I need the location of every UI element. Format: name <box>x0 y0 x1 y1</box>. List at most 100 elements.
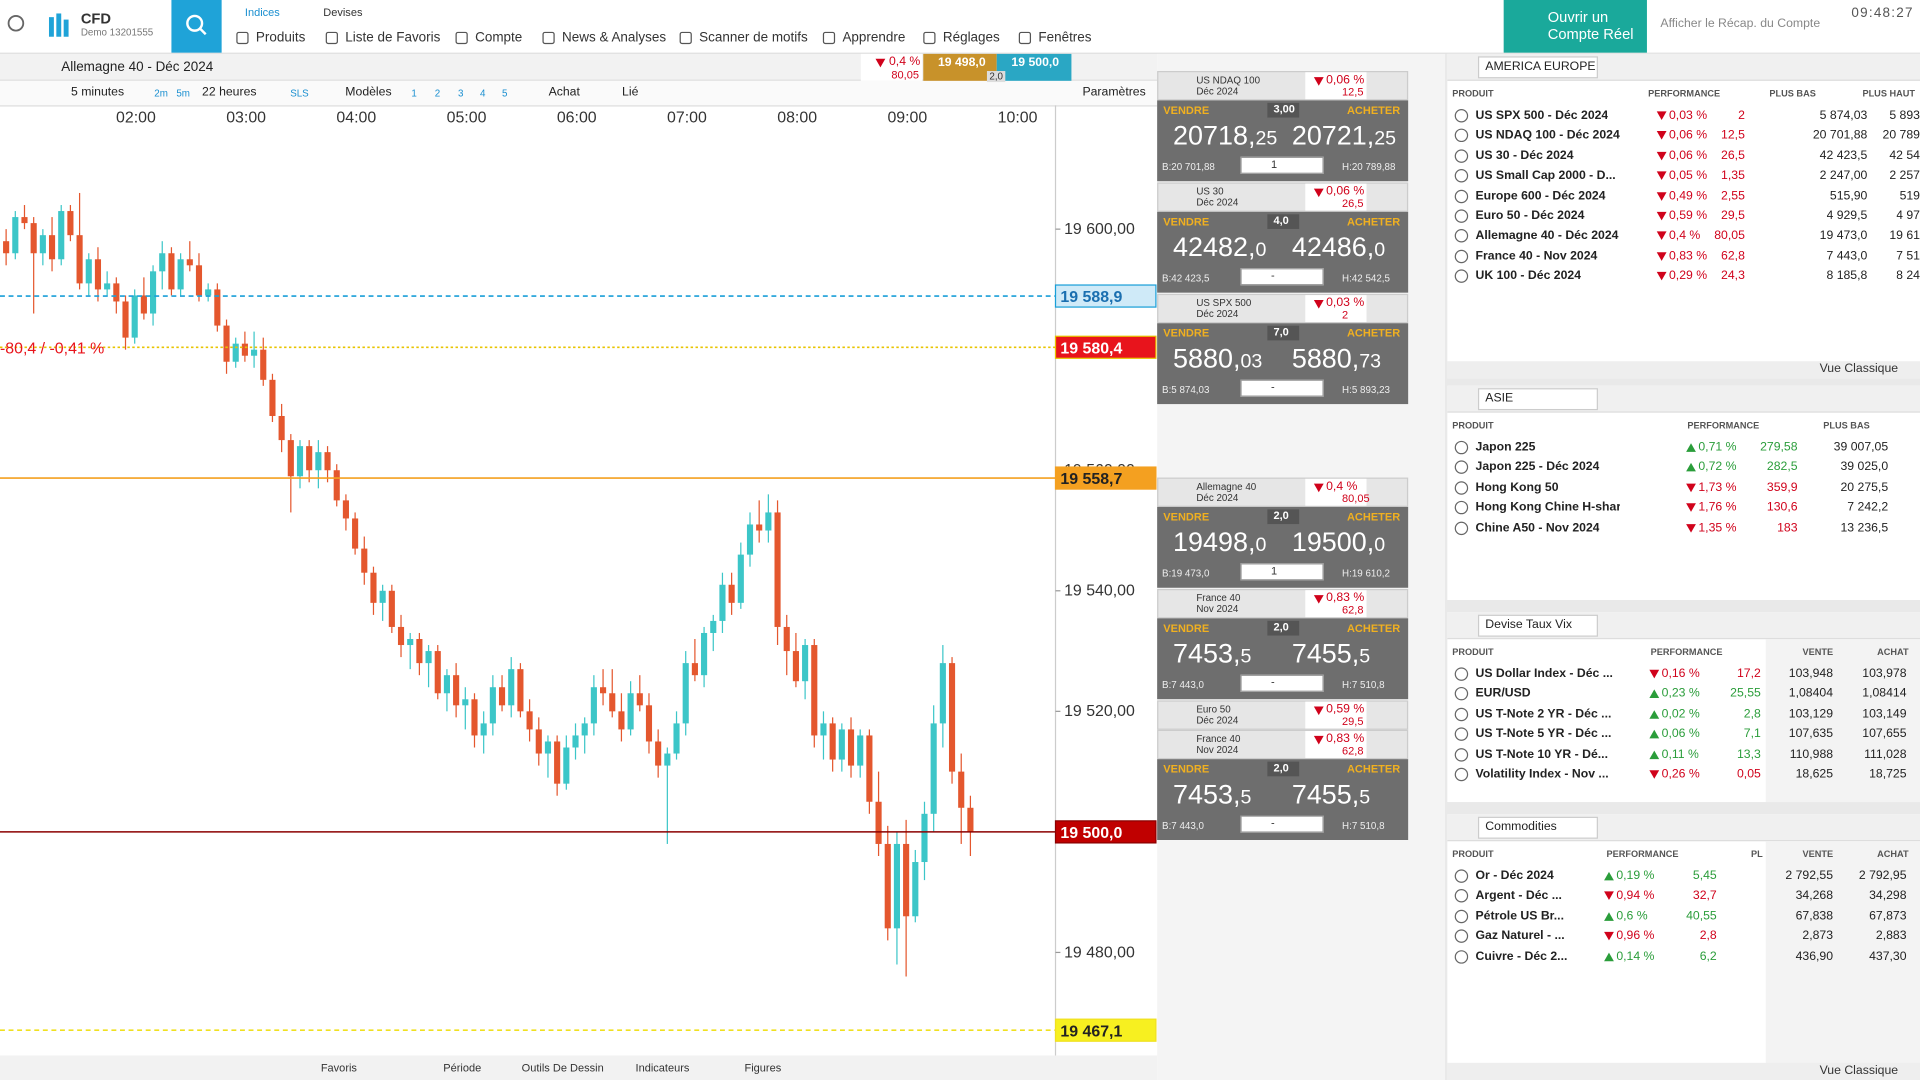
candle-body <box>912 862 919 917</box>
pct: 0,4 % <box>888 55 921 69</box>
y-tick-label: 19 600,00 <box>1064 221 1135 238</box>
menu-item[interactable]: Réglages <box>942 30 1000 46</box>
tile-spread-box <box>1267 325 1300 341</box>
watchlist-title-box <box>1477 614 1598 637</box>
candle-body <box>48 235 56 260</box>
cell: 39 025,0 <box>1840 460 1889 475</box>
candle-body <box>480 723 487 736</box>
bottom-button[interactable]: Outils De Dessin <box>521 1061 604 1074</box>
candle-body <box>967 807 974 832</box>
column-header: PERFORMANCE <box>1650 646 1723 658</box>
direction-arrow <box>1656 231 1667 241</box>
tab[interactable]: Devises <box>323 6 363 19</box>
product-name: Hong Kong Chine H-shares ... <box>1475 501 1620 515</box>
x-tick-label: 02:00 <box>116 109 156 126</box>
bottom-button[interactable]: Figures <box>744 1061 782 1074</box>
view-toggle[interactable]: Vue Classique <box>1819 362 1899 376</box>
tile-buy-price: 7455,5 <box>1291 637 1371 669</box>
tile-name: US 30 <box>1196 186 1224 198</box>
layout-number: 5 <box>502 88 508 100</box>
layout-number: 1 <box>411 88 417 100</box>
watchlist-footer <box>1447 361 1920 379</box>
tile-change: 62,8 <box>1342 603 1364 616</box>
candle-body <box>691 663 698 676</box>
arrow <box>1313 188 1324 198</box>
cell: 8 185,8 <box>1826 269 1868 284</box>
candle-body <box>278 415 285 441</box>
info-icon <box>1454 889 1469 903</box>
candle-body <box>113 283 120 302</box>
tile-low: B:7 443,0 <box>1162 820 1204 832</box>
cell: 103,978 <box>1862 667 1907 681</box>
candle-body <box>939 663 946 724</box>
buy-label: ACHETER <box>1346 104 1401 117</box>
candle-body <box>838 729 845 760</box>
cell: 0,59 % <box>1668 209 1708 223</box>
cell: 0,4 % <box>1668 229 1701 243</box>
product-name: Argent - Déc ... <box>1475 889 1562 903</box>
cell: 110,988 <box>1789 747 1834 762</box>
tile-name: Déc 2024 <box>1196 197 1239 209</box>
watchlist-title: Commodities <box>1485 820 1557 834</box>
tile-buy-price: 19500,0 <box>1291 526 1386 558</box>
direction-arrow <box>1649 689 1660 699</box>
product-name: US Dollar Index - Déc ... <box>1475 667 1613 681</box>
cta-text: Ouvrir un <box>1547 8 1609 26</box>
watchlist-title-box <box>1477 388 1598 411</box>
candle-body <box>600 687 607 694</box>
cell: 2 247,00 <box>1819 169 1868 183</box>
bottom-button[interactable]: Favoris <box>320 1061 357 1074</box>
info-icon <box>1454 149 1469 163</box>
menu-icon <box>236 31 249 45</box>
candle-body <box>122 301 129 338</box>
menu-item[interactable]: Apprendre <box>842 30 906 46</box>
candle-body <box>416 639 423 664</box>
bottom-button[interactable]: Période <box>443 1061 482 1074</box>
cell: 1,76 % <box>1698 501 1737 515</box>
menu-item[interactable]: Fenêtres <box>1038 30 1092 46</box>
menu-item[interactable]: Produits <box>255 30 306 46</box>
cell: 5 893 <box>1889 108 1920 123</box>
tab[interactable]: Indices <box>244 6 280 19</box>
menu-item[interactable]: News & Analyses <box>562 30 667 46</box>
product-name: US 30 - Déc 2024 <box>1475 149 1574 163</box>
qty: - <box>1271 816 1275 829</box>
candle-body <box>370 572 377 603</box>
cell: 0,02 % <box>1661 707 1700 721</box>
cell: 13 236,5 <box>1840 521 1889 535</box>
annotation: -80,4 / -0,41 % <box>0 340 104 357</box>
candle-body <box>866 735 873 802</box>
summary-link[interactable]: Afficher le Récap. du Compte <box>1660 17 1821 31</box>
watchlist-title-box <box>1477 56 1598 79</box>
chart-toolbar-2 <box>0 80 1158 107</box>
column-header: PLUS HAUT <box>1862 88 1916 100</box>
cell: 0,83 % <box>1668 249 1708 264</box>
buy-label: ACHETER <box>1346 622 1401 635</box>
menu-item[interactable]: Scanner de motifs <box>699 30 808 46</box>
cell: 2 257 <box>1889 169 1920 183</box>
menu-item[interactable]: Liste de Favoris <box>345 30 441 46</box>
quick-interval: 2m <box>154 88 168 100</box>
cell: 0,72 % <box>1698 460 1737 475</box>
product-name: US Small Cap 2000 - D... <box>1475 169 1616 183</box>
open-account-button[interactable] <box>1503 0 1647 53</box>
buy-label: ACHETER <box>1346 326 1401 340</box>
arrow <box>1313 706 1324 716</box>
candle-body <box>85 259 92 284</box>
bottom-button[interactable]: Indicateurs <box>635 1061 690 1074</box>
direction-arrow <box>1686 483 1696 492</box>
menu-item[interactable]: Compte <box>475 30 523 46</box>
cell: 2 792,55 <box>1785 869 1834 883</box>
candle-body <box>609 693 616 712</box>
qty: 1 <box>1271 157 1278 171</box>
candle-body <box>425 651 432 664</box>
view-toggle[interactable]: Vue Classique <box>1819 1064 1899 1078</box>
candle-body <box>159 253 166 272</box>
menu-icon <box>923 31 936 45</box>
qty-select <box>1240 379 1324 397</box>
arrow <box>1313 483 1324 493</box>
search-button[interactable] <box>171 0 222 53</box>
cell: 0,23 % <box>1661 687 1700 701</box>
cell: 0,05 % <box>1668 169 1708 183</box>
product-name: Gaz Naturel - ... <box>1475 929 1565 944</box>
